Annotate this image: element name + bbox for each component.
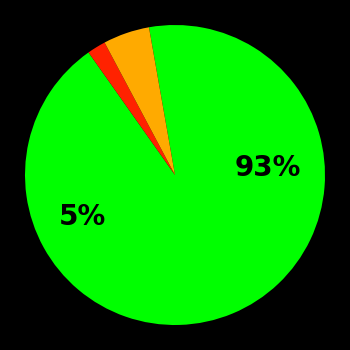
Text: 93%: 93% [235,154,301,182]
Wedge shape [105,27,175,175]
Wedge shape [25,25,325,325]
Wedge shape [89,43,175,175]
Text: 5%: 5% [58,203,106,231]
